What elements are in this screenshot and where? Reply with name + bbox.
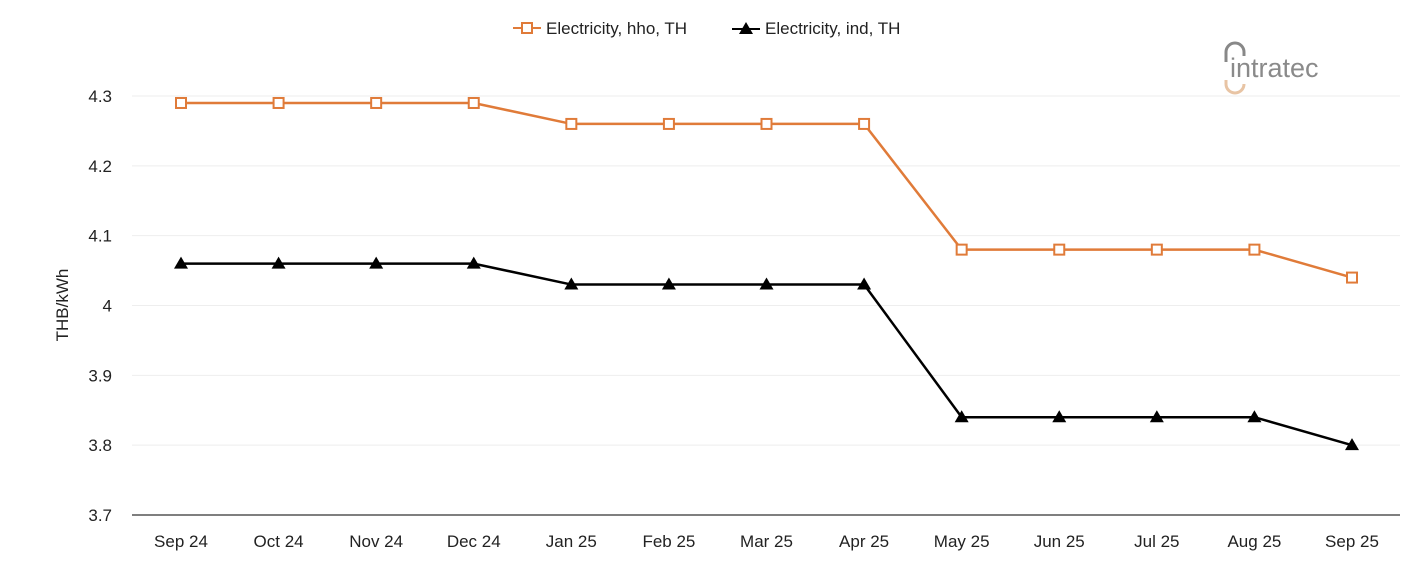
data-point [272, 96, 285, 109]
svg-text:intratec: intratec [1230, 53, 1319, 83]
legend-item-hho[interactable]: Electricity, hho, TH [513, 19, 687, 38]
data-point [174, 256, 188, 269]
data-point [271, 256, 286, 269]
y-tick-label: 3.9 [88, 366, 112, 385]
data-point [661, 277, 676, 290]
data-point [662, 117, 675, 130]
open-square-marker-icon [521, 22, 533, 34]
y-tick-label: 4 [103, 297, 112, 316]
data-point [565, 117, 578, 130]
x-tick-label: Aug 25 [1227, 532, 1281, 551]
data-point [466, 256, 481, 269]
x-tick-label: Jul 25 [1134, 532, 1179, 551]
data-point [955, 243, 968, 256]
legend-item-ind[interactable]: Electricity, ind, TH [732, 19, 900, 38]
data-point [1247, 410, 1262, 423]
data-point [858, 117, 871, 130]
data-point [760, 117, 773, 130]
x-tick-label: Oct 24 [254, 532, 304, 551]
y-tick-label: 4.2 [88, 157, 112, 176]
x-tick-label: May 25 [934, 532, 990, 551]
data-point [759, 277, 774, 290]
data-point [369, 256, 384, 269]
data-point [1053, 243, 1066, 256]
data-point [1149, 410, 1164, 423]
legend: Electricity, hho, TH Electricity, ind, T… [513, 19, 900, 38]
y-tick-label: 4.3 [88, 87, 112, 106]
x-tick-label: Dec 24 [447, 532, 501, 551]
x-tick-label: Sep 24 [154, 532, 208, 551]
x-tick-label: Mar 25 [740, 532, 793, 551]
x-tick-label: Nov 24 [349, 532, 403, 551]
data-point [564, 277, 579, 290]
data-point [1150, 243, 1163, 256]
x-tick-label: Apr 25 [839, 532, 889, 551]
y-tick-label: 4.1 [88, 227, 112, 246]
x-tick-label: Feb 25 [642, 532, 695, 551]
x-tick-label: Sep 25 [1325, 532, 1379, 551]
intratec-logo: intratec [1224, 41, 1319, 95]
data-point [857, 277, 872, 290]
x-tick-label: Jun 25 [1034, 532, 1085, 551]
y-tick-label: 3.7 [88, 506, 112, 525]
x-tick-label: Jan 25 [546, 532, 597, 551]
triangle-marker-icon [739, 22, 753, 34]
data-point [1248, 243, 1261, 256]
legend-label: Electricity, ind, TH [765, 19, 900, 38]
legend-label: Electricity, hho, TH [546, 19, 687, 38]
data-point [954, 410, 969, 423]
data-point [370, 96, 383, 109]
series-line [181, 262, 1353, 447]
data-point [1052, 410, 1067, 423]
y-axis-label: THB/kWh [53, 269, 72, 342]
data-point [175, 96, 187, 109]
series-1 [174, 256, 1359, 451]
y-tick-label: 3.8 [88, 436, 112, 455]
data-point [1346, 271, 1358, 284]
data-point [467, 96, 480, 109]
data-point [1345, 438, 1359, 451]
series-0 [175, 96, 1358, 284]
